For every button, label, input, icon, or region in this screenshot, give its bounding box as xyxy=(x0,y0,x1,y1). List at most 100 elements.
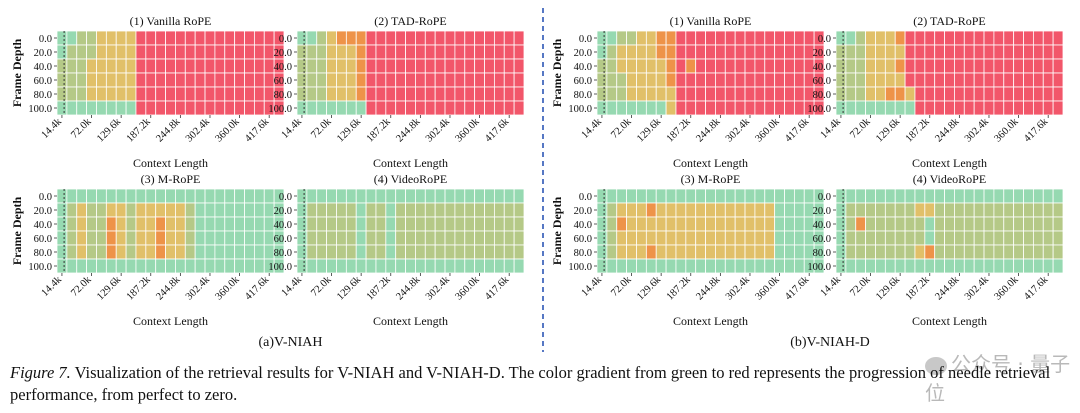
heatmap-cell xyxy=(493,188,505,204)
heatmap-cell xyxy=(175,202,186,218)
heatmap-cell xyxy=(194,86,206,102)
heatmap-cell xyxy=(1032,216,1044,232)
heatmap-cell xyxy=(626,188,637,204)
heatmap-cell xyxy=(493,44,505,60)
heatmap-cell xyxy=(56,58,68,74)
y-tick-label: 80.0 xyxy=(574,90,592,101)
heatmap-cell xyxy=(734,230,746,246)
heatmap-cell xyxy=(685,86,697,102)
heatmap-cell xyxy=(894,216,906,232)
heatmap-cell xyxy=(214,72,226,88)
heatmap-cell xyxy=(184,86,196,102)
heatmap-cell xyxy=(244,202,255,218)
heatmap-cell xyxy=(724,230,736,246)
heatmap-cell xyxy=(596,188,608,204)
heatmap-cell xyxy=(954,72,965,88)
heatmap-cell xyxy=(336,258,347,274)
heatmap-cell xyxy=(395,216,406,232)
y-tick-label: 40.0 xyxy=(574,62,592,73)
heatmap-cell xyxy=(296,100,308,116)
heatmap-cell xyxy=(244,72,255,88)
heatmap-cell xyxy=(754,258,766,274)
heatmap-cell xyxy=(645,216,657,232)
heatmap-cell xyxy=(596,86,608,102)
heatmap-cell xyxy=(944,216,955,232)
heatmap-cell xyxy=(875,202,886,218)
heatmap-cell xyxy=(395,72,406,88)
heatmap-cell xyxy=(336,230,347,246)
y-tick-label: 60.0 xyxy=(813,234,831,245)
y-tick-label: 20.0 xyxy=(574,48,592,59)
heatmap-cell xyxy=(96,244,107,260)
heatmap-cell xyxy=(675,58,687,74)
heatmap-cell xyxy=(464,30,476,46)
heatmap-cell xyxy=(503,244,515,260)
heatmap-cell xyxy=(336,44,347,60)
heatmap-cell xyxy=(355,230,367,246)
heatmap-cell xyxy=(835,58,847,74)
heatmap-cell xyxy=(76,244,88,260)
heatmap-cell xyxy=(224,258,236,274)
heatmap-cell xyxy=(1042,100,1054,116)
group-label: (b)V-NIAH-D xyxy=(790,335,870,350)
heatmap-cell xyxy=(76,58,88,74)
heatmap-cell xyxy=(424,58,436,74)
heatmap-cell xyxy=(474,100,485,116)
heatmap-cell xyxy=(503,216,515,232)
heatmap-cell xyxy=(234,58,245,74)
heatmap-cell xyxy=(1042,30,1054,46)
heatmap-cell xyxy=(224,100,236,116)
heatmap-cell xyxy=(355,100,367,116)
heatmap-cell xyxy=(865,30,876,46)
heatmap-cell xyxy=(105,202,117,218)
heatmap-cell xyxy=(793,244,805,260)
heatmap-cell xyxy=(306,86,318,102)
heatmap-cell xyxy=(636,86,647,102)
heatmap-cell xyxy=(214,44,226,60)
heatmap-cell xyxy=(115,230,127,246)
heatmap-cell xyxy=(464,58,476,74)
heatmap-cell xyxy=(894,100,906,116)
heatmap-cell xyxy=(135,86,147,102)
heatmap-cell xyxy=(513,188,525,204)
heatmap-cell xyxy=(405,58,416,74)
heatmap-cell xyxy=(336,188,347,204)
heatmap-cell xyxy=(1052,188,1064,204)
heatmap-cell xyxy=(474,230,485,246)
heatmap-cell xyxy=(375,216,387,232)
heatmap-cell xyxy=(355,188,367,204)
heatmap-cell xyxy=(675,230,687,246)
heatmap-cell xyxy=(865,202,876,218)
heatmap-cell xyxy=(954,188,965,204)
heatmap-cell xyxy=(135,244,147,260)
heatmap-cell xyxy=(415,202,426,218)
heatmap-cell xyxy=(645,244,657,260)
heatmap-cell xyxy=(835,44,847,60)
heatmap-cell xyxy=(1032,230,1044,246)
heatmap-cell xyxy=(616,258,628,274)
heatmap-cell xyxy=(845,202,857,218)
heatmap-cell xyxy=(1052,100,1064,116)
heatmap-cell xyxy=(954,202,965,218)
heatmap-cell xyxy=(954,244,965,260)
x-tick-label: 129.6k xyxy=(335,116,364,145)
heatmap-cell xyxy=(125,44,137,60)
heatmap-cell xyxy=(336,30,347,46)
x-tick-label: 417.6k xyxy=(1022,274,1051,303)
heatmap-cell xyxy=(484,58,495,74)
heatmap-cell xyxy=(66,86,78,102)
x-tick-label: 129.6k xyxy=(874,116,903,145)
heatmap-cell xyxy=(96,188,107,204)
heatmap-cell xyxy=(675,258,687,274)
heatmap-cell xyxy=(204,58,216,74)
heatmap-cell xyxy=(316,44,328,60)
heatmap-cell xyxy=(105,216,117,232)
heatmap-cell xyxy=(76,72,88,88)
heatmap-cell xyxy=(444,258,456,274)
heatmap-cell xyxy=(125,30,137,46)
heatmap-cell xyxy=(355,58,367,74)
x-tick-label: 302.4k xyxy=(424,274,453,303)
heatmap-cell xyxy=(296,216,308,232)
heatmap-cell xyxy=(813,258,825,274)
heatmap-cell xyxy=(914,216,926,232)
